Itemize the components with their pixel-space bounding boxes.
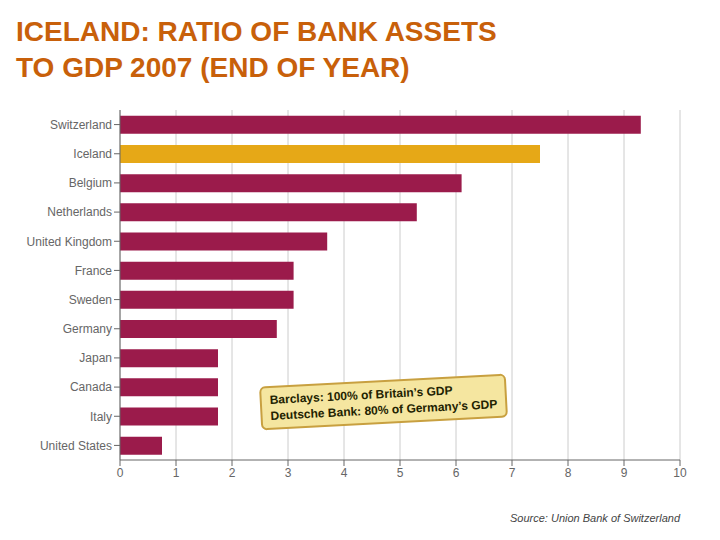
svg-text:Japan: Japan xyxy=(79,351,112,365)
html-text:TO GDP 2007 (END OF YEAR): TO GDP 2007 (END OF YEAR) xyxy=(16,52,410,83)
svg-text:France: France xyxy=(75,264,113,278)
svg-text:6: 6 xyxy=(453,466,460,480)
svg-text:7: 7 xyxy=(509,466,516,480)
svg-text:Sweden: Sweden xyxy=(69,293,112,307)
svg-text:United States: United States xyxy=(40,439,112,453)
svg-text:United Kingdom: United Kingdom xyxy=(27,235,112,249)
svg-text:9: 9 xyxy=(621,466,628,480)
svg-text:Iceland: Iceland xyxy=(73,147,112,161)
html-text:ICELAND: RATIO OF BANK ASSETS: ICELAND: RATIO OF BANK ASSETS xyxy=(16,16,497,47)
svg-text:Canada: Canada xyxy=(70,380,112,394)
svg-text:Italy: Italy xyxy=(90,410,112,424)
html-text:Barclays: 100% of Britain’s GD: Barclays: 100% of Britain’s GDP Deutsche… xyxy=(269,383,498,423)
svg-text:5: 5 xyxy=(397,466,404,480)
svg-text:3: 3 xyxy=(285,466,292,480)
svg-text:0: 0 xyxy=(117,466,124,480)
svg-text:Belgium: Belgium xyxy=(69,176,112,190)
svg-text:1: 1 xyxy=(173,466,180,480)
svg-text:Netherlands: Netherlands xyxy=(47,205,112,219)
svg-text:Germany: Germany xyxy=(63,322,112,336)
svg-text:Switzerland: Switzerland xyxy=(50,118,112,132)
svg-text:10: 10 xyxy=(673,466,687,480)
svg-text:4: 4 xyxy=(341,466,348,480)
svg-text:8: 8 xyxy=(565,466,572,480)
svg-text:2: 2 xyxy=(229,466,236,480)
html-text:Source: Union Bank of Switzerl: Source: Union Bank of Switzerland xyxy=(510,512,680,524)
